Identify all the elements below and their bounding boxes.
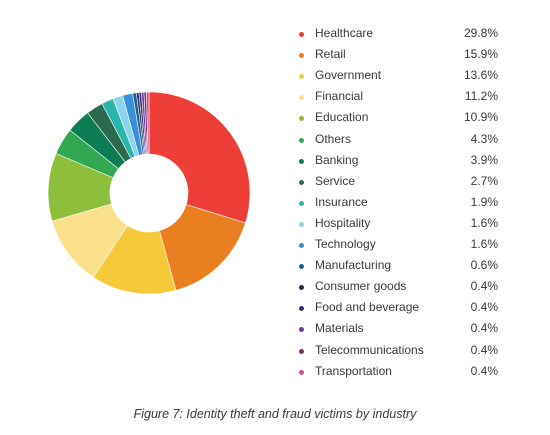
legend-value: 0.4%	[470, 342, 498, 357]
legend-value: 0.4%	[470, 279, 498, 294]
legend-label: Insurance	[315, 194, 368, 209]
legend-swatch	[299, 74, 304, 80]
slice-transportation	[146, 91, 150, 155]
legend-item-technology: Technology 1.6%	[0, 235, 550, 256]
legend-swatch	[299, 306, 304, 312]
legend-item-healthcare: Healthcare 29.8%	[0, 24, 550, 45]
figure-caption: Figure 7: Identity theft and fraud victi…	[133, 407, 417, 421]
legend-item-government: Government 13.6%	[0, 66, 550, 87]
legend-value: 11.2%	[464, 89, 498, 104]
legend-swatch	[299, 348, 304, 354]
legend-label: Education	[315, 110, 369, 125]
legend-value: 0.6%	[470, 258, 498, 273]
legend-label: Technology	[315, 237, 376, 251]
legend-item-others: Others 4.3%	[0, 130, 550, 151]
legend-value: 0.4%	[470, 321, 498, 336]
legend-label: Banking	[315, 152, 359, 167]
legend-value: 29.8%	[463, 26, 498, 40]
legend-item-hospitality: Hospitality 1.6%	[0, 214, 550, 235]
legend-label: Others	[315, 131, 352, 146]
slice-healthcare	[148, 91, 251, 224]
legend-item-retail: Retail 15.9%	[0, 45, 550, 66]
legend-label: Government	[315, 68, 382, 83]
legend-item-telecommunications: Telecommunications 0.4%	[0, 341, 550, 362]
legend-value: 2.7%	[470, 173, 498, 188]
legend-swatch	[299, 285, 304, 291]
legend-label: Hospitality	[315, 215, 371, 230]
legend-item-banking: Banking 3.9%	[0, 151, 550, 172]
legend-label: Consumer goods	[315, 279, 407, 294]
legend-label: Healthcare	[315, 26, 374, 40]
legend-swatch	[299, 264, 304, 270]
legend-swatch	[299, 179, 304, 185]
legend-swatch	[299, 200, 304, 206]
legend-label: Transportation	[315, 363, 392, 378]
legend-value: 13.6%	[463, 68, 498, 83]
legend: Healthcare 29.8% Retail 15.9% Government 13.6…	[0, 24, 550, 383]
legend-value: 4.3%	[470, 131, 498, 146]
legend-item-financial: Financial 11.2%	[0, 87, 550, 108]
legend-swatch	[299, 32, 304, 37]
legend-swatch	[299, 158, 304, 164]
legend-value: 1.6%	[470, 237, 498, 251]
legend-value: 10.9%	[463, 110, 498, 125]
legend-label: Service	[315, 173, 356, 188]
legend-swatch	[299, 369, 304, 375]
legend-item-insurance: Insurance 1.9%	[0, 193, 550, 214]
legend-swatch	[299, 53, 304, 59]
legend-value: 1.6%	[470, 215, 498, 230]
legend-value: 0.4%	[470, 300, 498, 315]
legend-swatch	[299, 243, 304, 248]
legend-item-materials: Materials 0.4%	[0, 319, 550, 340]
legend-label: Telecommunications	[315, 342, 424, 357]
legend-item-manufacturing: Manufacturing 0.6%	[0, 256, 550, 277]
legend-item-education: Education 10.9%	[0, 108, 550, 129]
legend-label: Financial	[315, 89, 364, 104]
legend-swatch	[299, 137, 304, 143]
legend-value: 3.9%	[470, 152, 498, 167]
legend-item-transportation: Transportation 0.4%	[0, 362, 550, 383]
legend-value: 0.4%	[470, 363, 498, 378]
legend-item-consumer-goods: Consumer goods 0.4%	[0, 277, 550, 298]
legend-item-service: Service 2.7%	[0, 172, 550, 193]
legend-label: Retail	[315, 47, 346, 62]
slice-retail	[159, 204, 246, 291]
legend-value: 1.9%	[470, 194, 498, 209]
legend-swatch	[299, 327, 304, 333]
legend-swatch	[299, 95, 304, 101]
legend-label: Materials	[315, 321, 364, 336]
legend-label: Manufacturing	[315, 258, 392, 273]
legend-value: 15.9%	[463, 47, 498, 62]
legend-item-food-and-beverage: Food and beverage 0.4%	[0, 298, 550, 319]
legend-label: Food and beverage	[315, 300, 420, 315]
legend-swatch	[299, 116, 304, 122]
legend-swatch	[299, 221, 304, 227]
